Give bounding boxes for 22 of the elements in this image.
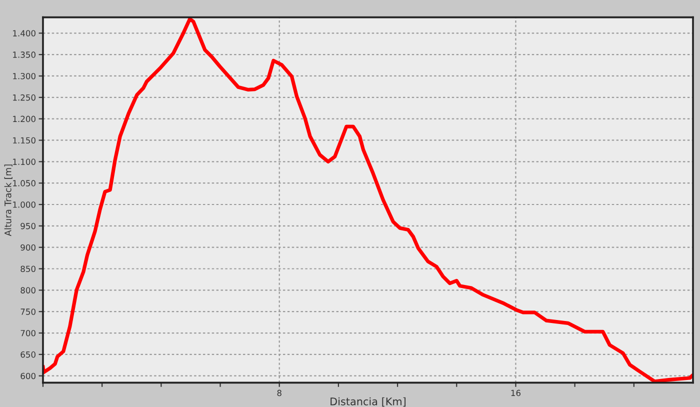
y-axis-title: Altura Track [m] xyxy=(4,164,12,236)
y-tick-label: 1.150 xyxy=(13,137,36,144)
y-tick-label: 1.250 xyxy=(13,94,36,101)
y-tick-label: 1.200 xyxy=(13,116,36,122)
line-series xyxy=(42,17,693,383)
y-tick-label: 850 xyxy=(20,266,36,272)
x-tick-label: 16 xyxy=(511,390,520,396)
y-tick-label: 650 xyxy=(20,351,36,358)
y-tick-label: 1.400 xyxy=(13,30,36,36)
x-axis-title: Distancia [Km] xyxy=(330,397,406,407)
x-tick-label: 8 xyxy=(277,390,282,396)
y-tick-label: 750 xyxy=(20,308,36,315)
y-tick-label: 600 xyxy=(20,372,36,380)
y-tick-label: 1.300 xyxy=(13,72,36,80)
y-tick-label: 1.000 xyxy=(13,201,36,208)
y-tick-label: 900 xyxy=(20,244,36,251)
y-tick-label: 1.050 xyxy=(13,180,36,186)
y-tick-label: 1.350 xyxy=(13,52,36,58)
y-tick-label: 700 xyxy=(20,330,36,336)
y-tick-label: 950 xyxy=(20,222,36,230)
y-tick-label: 1.100 xyxy=(13,158,36,165)
y-tick-label: 800 xyxy=(20,287,36,294)
